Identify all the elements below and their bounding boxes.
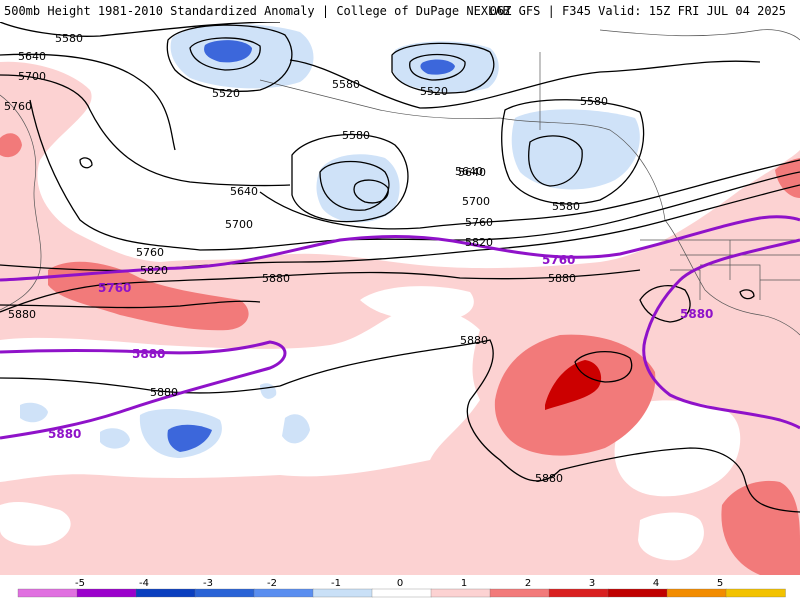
legend-swatch [489,588,550,598]
legend-swatch [548,588,609,598]
legend-tick-label: 5 [717,578,723,589]
map-title: 500mb Height 1981-2010 Standardized Anom… [4,4,510,18]
legend-swatch [17,588,78,598]
legend-tick-label: -2 [267,578,277,589]
contour-label: 5880 [460,334,488,347]
contour-label: 5580 [342,129,370,142]
weather-map: 5580 5640 5700 5760 5520 5580 5520 5580 … [0,22,800,575]
legend-tick-label: 3 [589,578,595,589]
contour-label: 5580 [580,95,608,108]
strong-positive-anomaly [545,360,602,410]
legend-swatch [725,588,786,598]
reference-contours [0,215,800,440]
ref-label: 5880 [680,307,713,321]
contour-labels: 5580 5640 5700 5760 5520 5580 5520 5580 … [4,32,608,485]
model-run-info: 06Z GFS | F345 Valid: 15Z FRI JUL 04 202… [489,4,786,18]
legend-swatch [430,588,491,598]
contour-label: 5880 [150,386,178,399]
contour-label: 5880 [535,472,563,485]
legend-tick-label: -5 [75,578,85,589]
contour-label: 5880 [262,272,290,285]
header-bar: 500mb Height 1981-2010 Standardized Anom… [0,0,800,23]
contour-label: 5580 [332,78,360,91]
ref-label: 5880 [132,347,165,361]
contour-label: 5640 [455,165,483,178]
legend-swatches [17,588,786,598]
contour-label: 5700 [462,195,490,208]
legend-tick-label: -1 [331,578,341,589]
color-scale-legend: -5 -4 -3 -2 -1 0 1 2 3 4 5 [0,575,800,600]
legend-swatch [253,588,314,598]
contour-label: 5520 [420,85,448,98]
legend-tick-label: -4 [139,578,149,589]
contour-label: 5760 [4,100,32,113]
contour-label: 5580 [552,200,580,213]
contour-label: 5640 [18,50,46,63]
ref-label: 5760 [98,281,131,295]
legend-swatch [312,588,373,598]
moderate-negative-anomaly [167,40,455,452]
contour-label: 5880 [8,308,36,321]
ref-label: 5760 [542,253,575,267]
contour-label: 5820 [465,236,493,249]
legend-swatch [666,588,727,598]
legend-swatch [76,588,137,598]
contour-label: 5760 [136,246,164,259]
contour-label: 5760 [465,216,493,229]
legend-tick-label: 2 [525,578,531,589]
contour-label: 5700 [18,70,46,83]
legend-tick-label: 1 [461,578,467,589]
contour-label: 5820 [140,264,168,277]
contour-label: 5580 [55,32,83,45]
reference-labels: 5760 5760 5880 5880 5880 [48,253,713,441]
contour-label: 5880 [548,272,576,285]
contour-label: 5700 [225,218,253,231]
legend-tick-label: 0 [397,578,403,589]
legend-tick-label: -3 [203,578,213,589]
height-contours [0,22,800,513]
legend-swatch [607,588,668,598]
legend-swatch [371,588,432,598]
contour-label: 5640 [458,166,486,179]
legend-tick-labels: -5 -4 -3 -2 -1 0 1 2 3 4 5 [75,578,723,589]
legend-tick-label: 4 [653,578,659,589]
contour-label: 5520 [212,87,240,100]
ref-label: 5880 [48,427,81,441]
contour-label: 5640 [230,185,258,198]
legend-swatch [194,588,255,598]
legend-swatch [135,588,196,598]
